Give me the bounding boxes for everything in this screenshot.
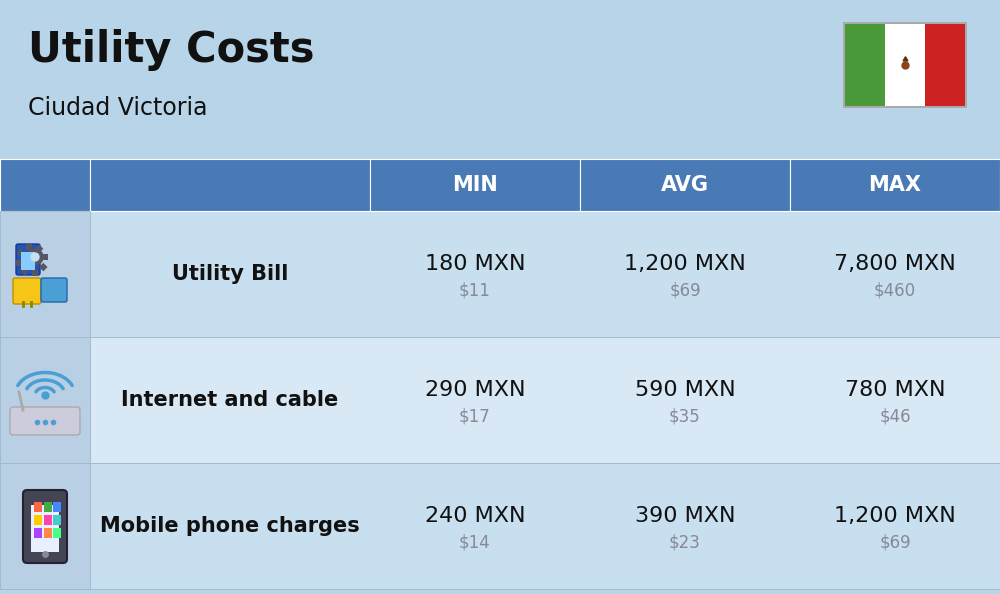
Bar [0, 463, 90, 589]
FancyBboxPatch shape [13, 278, 41, 304]
FancyBboxPatch shape [16, 244, 40, 275]
Bar [925, 24, 965, 106]
Bar [0, 337, 90, 463]
Bar [0, 159, 90, 211]
Bar [53, 515, 61, 525]
Bar [0, 211, 90, 337]
Bar [34, 502, 42, 512]
Bar [843, 22, 967, 108]
Text: MAX: MAX [868, 175, 921, 195]
Bar [790, 159, 1000, 211]
Text: $460: $460 [874, 281, 916, 299]
Bar [32, 270, 38, 276]
Bar [53, 502, 61, 512]
Bar [39, 263, 48, 271]
Bar [21, 252, 35, 270]
Text: 1,200 MXN: 1,200 MXN [624, 254, 746, 274]
Bar [0, 211, 1000, 337]
Bar [34, 515, 42, 525]
Bar [34, 528, 42, 538]
Bar [580, 159, 790, 211]
Bar [90, 159, 370, 211]
Bar [0, 463, 1000, 589]
Bar [16, 249, 25, 257]
FancyBboxPatch shape [23, 490, 67, 563]
Text: $46: $46 [879, 407, 911, 425]
Text: 290 MXN: 290 MXN [425, 380, 525, 400]
Text: $23: $23 [669, 533, 701, 551]
Bar [16, 260, 22, 266]
Text: 780 MXN: 780 MXN [845, 380, 945, 400]
Circle shape [31, 253, 39, 261]
Text: AVG: AVG [661, 175, 709, 195]
Bar [44, 528, 52, 538]
Text: Internet and cable: Internet and cable [121, 390, 339, 410]
Bar [42, 254, 48, 260]
Text: Mobile phone charges: Mobile phone charges [100, 516, 360, 536]
Bar [845, 24, 885, 106]
Text: 7,800 MXN: 7,800 MXN [834, 254, 956, 274]
Text: $11: $11 [459, 281, 491, 299]
Text: 1,200 MXN: 1,200 MXN [834, 506, 956, 526]
Bar [21, 267, 29, 276]
Text: $17: $17 [459, 407, 491, 425]
Bar [885, 24, 925, 106]
Text: Ciudad Victoria: Ciudad Victoria [28, 96, 208, 120]
Text: Utility Bill: Utility Bill [172, 264, 288, 284]
Text: 590 MXN: 590 MXN [635, 380, 735, 400]
Text: 240 MXN: 240 MXN [425, 506, 525, 526]
Circle shape [27, 249, 43, 265]
Bar [0, 337, 1000, 463]
Bar [26, 244, 32, 250]
Text: $14: $14 [459, 533, 491, 551]
Text: $69: $69 [669, 281, 701, 299]
Text: MIN: MIN [452, 175, 498, 195]
Bar [35, 245, 43, 253]
Bar [370, 159, 580, 211]
FancyBboxPatch shape [41, 278, 67, 302]
Text: 390 MXN: 390 MXN [635, 506, 735, 526]
Bar [31, 505, 59, 552]
Bar [53, 528, 61, 538]
Text: $35: $35 [669, 407, 701, 425]
Text: Utility Costs: Utility Costs [28, 29, 314, 71]
FancyBboxPatch shape [10, 407, 80, 435]
Text: $69: $69 [879, 533, 911, 551]
Text: 180 MXN: 180 MXN [425, 254, 525, 274]
Bar [44, 502, 52, 512]
Bar [44, 515, 52, 525]
